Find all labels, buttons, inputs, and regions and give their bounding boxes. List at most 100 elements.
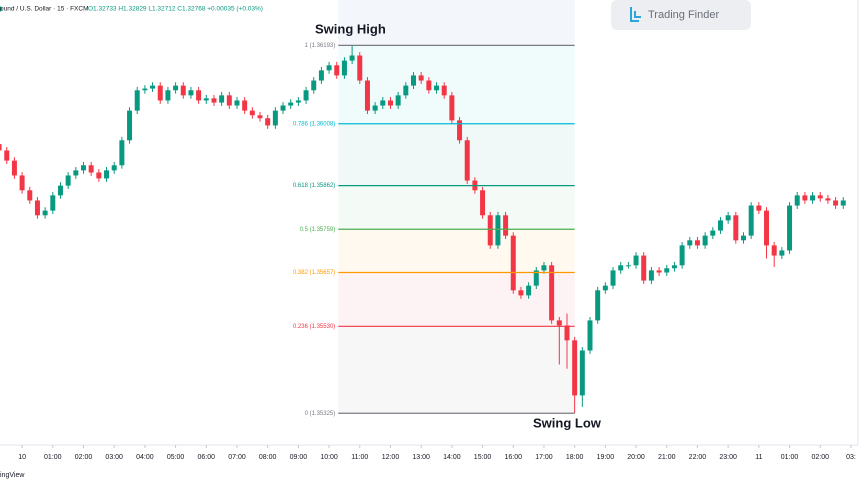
fib-zone-band — [338, 326, 575, 414]
candle-body — [510, 235, 516, 291]
candle-body — [671, 265, 677, 269]
x-tick-label: 07:00 — [228, 454, 246, 461]
candle-body — [541, 265, 547, 271]
x-tick-label: 05:00 — [167, 454, 185, 461]
x-tick-label: 14:00 — [443, 454, 461, 461]
candle-body — [242, 100, 248, 111]
x-tick-label: 16:00 — [504, 454, 522, 461]
candle-body — [817, 195, 823, 199]
candle-body — [249, 110, 255, 116]
candle-body — [595, 290, 601, 321]
candle-body — [833, 200, 839, 206]
candle-body — [756, 205, 762, 211]
candle-body — [165, 90, 171, 101]
swing-high-label: Swing High — [315, 21, 386, 36]
candle-body — [441, 85, 447, 96]
x-tick-label: 17:00 — [535, 454, 553, 461]
x-tick-label: 12:00 — [382, 454, 400, 461]
candle-body — [587, 320, 593, 351]
candle-body — [656, 270, 662, 273]
candle-body — [127, 110, 133, 141]
candle-body — [57, 185, 63, 196]
candle-body — [272, 110, 278, 126]
candle-body — [188, 90, 194, 96]
candle-body — [771, 245, 777, 256]
candle-body — [119, 140, 125, 166]
fib-zone-band — [338, 45, 575, 124]
candle-body — [533, 270, 539, 286]
candle-body — [564, 325, 570, 341]
candle-body — [11, 160, 17, 176]
candle-body — [679, 245, 685, 266]
candle-body — [311, 80, 317, 91]
candle-body — [610, 270, 616, 286]
candle-body — [142, 88, 148, 91]
x-tick-label: 08:00 — [259, 454, 277, 461]
candle-body — [265, 118, 271, 126]
x-tick-label: 06:00 — [198, 454, 216, 461]
candle-body — [81, 165, 86, 171]
x-tick-label: 09:00 — [290, 454, 308, 461]
candle-body — [556, 320, 562, 326]
x-tick-label: 04:00 — [136, 454, 154, 461]
candle-body — [403, 85, 409, 96]
x-tick-label: 10:00 — [320, 454, 338, 461]
candle-body — [349, 55, 355, 61]
x-tick-label: 15:00 — [474, 454, 492, 461]
candle-body — [518, 290, 524, 296]
candle-body — [503, 215, 509, 236]
x-tick-label: 23:00 — [719, 454, 737, 461]
candle-body — [633, 255, 639, 266]
candle-body — [88, 165, 94, 173]
swing-low-label: Swing Low — [533, 415, 602, 430]
candle-body — [19, 175, 25, 191]
watermark: ingView — [0, 472, 25, 479]
candle-body — [648, 270, 654, 281]
logo-box — [611, 0, 751, 30]
fib-label: 0.786 (1.36008) — [293, 121, 335, 127]
candle-body — [664, 268, 670, 273]
candle-body — [741, 235, 746, 241]
candle-body — [464, 140, 470, 181]
candle-body — [150, 85, 156, 89]
candle-body — [280, 105, 286, 111]
candle-body — [794, 195, 800, 206]
x-tick-label: 19:00 — [597, 454, 615, 461]
candle-body — [27, 190, 33, 201]
candle-body — [380, 100, 386, 106]
candle-body — [357, 55, 363, 81]
candle-body — [487, 215, 493, 246]
x-tick-label: 11:00 — [351, 454, 368, 461]
candle-body — [840, 200, 846, 206]
x-tick-label: 03:00 — [105, 454, 123, 461]
candle-body — [226, 95, 232, 106]
candle-body — [526, 285, 532, 296]
fib-zone — [338, 0, 575, 414]
x-tick-label: 01:00 — [44, 454, 62, 461]
candle-body — [4, 150, 10, 161]
candle-body — [495, 215, 501, 246]
x-tick-label: 21:00 — [658, 454, 676, 461]
logo-text: Trading Finder — [648, 9, 719, 21]
candle-body — [810, 195, 816, 201]
fib-label: 0 (1.35325) — [305, 411, 336, 417]
x-tick-label: 18:00 — [566, 454, 584, 461]
candle-body — [457, 120, 463, 141]
fib-label: 0.5 (1.35759) — [300, 227, 336, 233]
candle-body — [73, 170, 79, 176]
candle-body — [411, 75, 416, 86]
fib-label: 1 (1.36193) — [305, 43, 336, 49]
candle-body — [733, 215, 739, 241]
x-tick-label: 02:00 — [811, 454, 829, 461]
candle-body — [779, 250, 785, 256]
candle-body — [211, 98, 217, 103]
candle-body — [196, 90, 202, 101]
candle-body — [364, 80, 370, 111]
candle-body — [203, 98, 209, 101]
x-tick-label: 22:00 — [689, 454, 707, 461]
candle-body — [787, 205, 793, 251]
candle-body — [34, 200, 40, 216]
candle-body — [219, 95, 225, 103]
fib-zone-band — [338, 123, 575, 186]
